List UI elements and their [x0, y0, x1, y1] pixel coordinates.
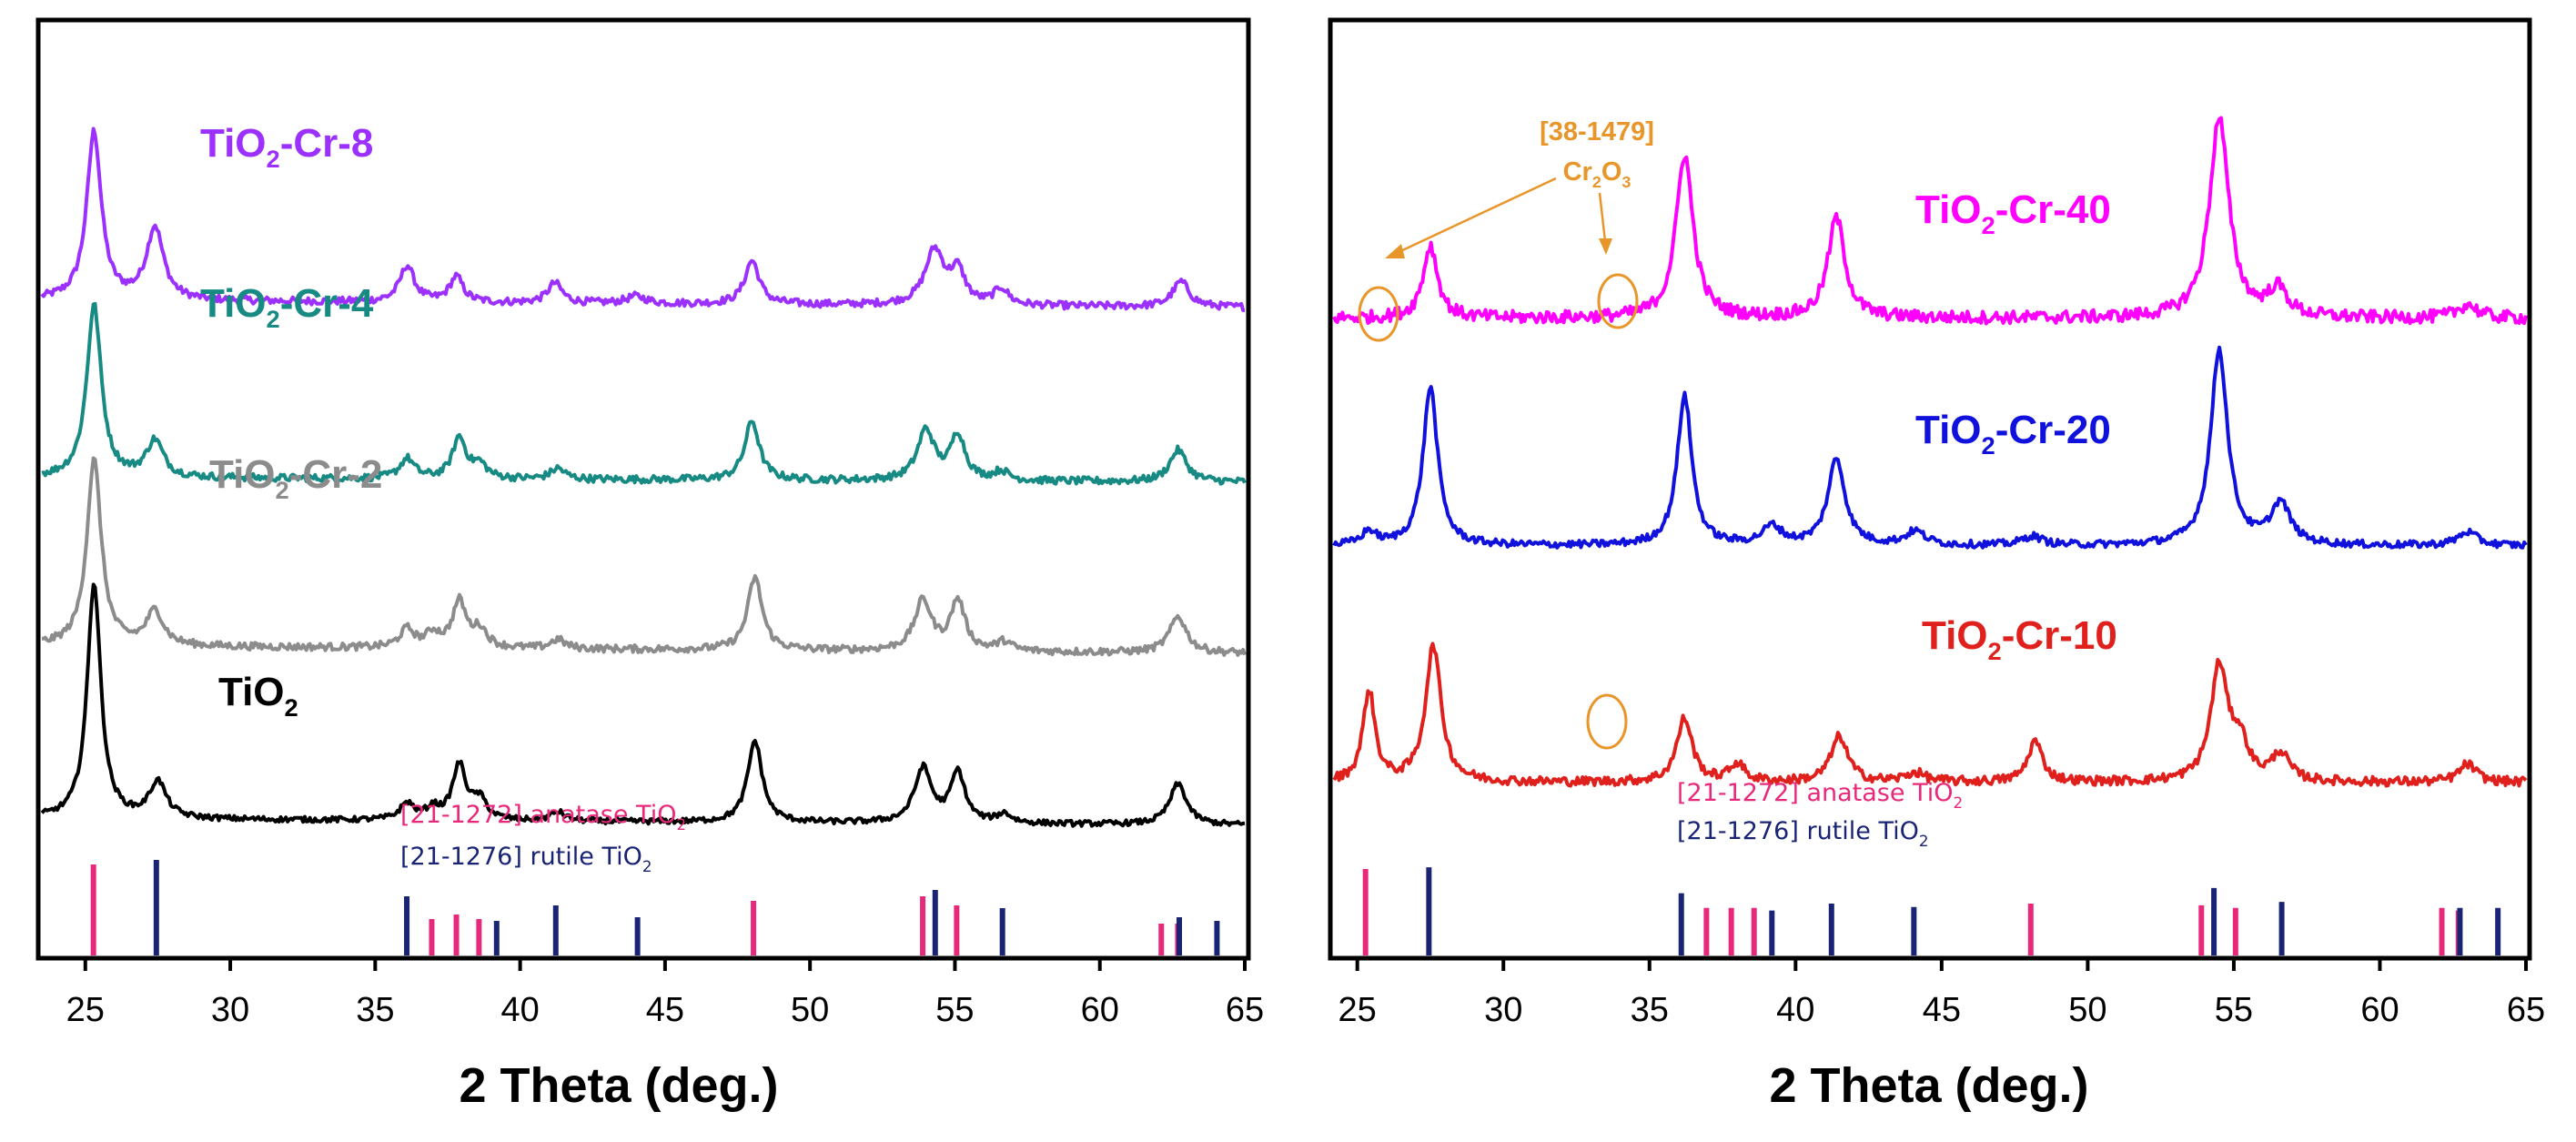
x-tick-label: 60 — [1081, 991, 1119, 1029]
x-tick-label: 30 — [1484, 991, 1522, 1029]
xrd-curve-tio2-cr-4 — [41, 301, 1247, 486]
x-tick-label: 60 — [2360, 991, 2399, 1029]
x-tick-label: 50 — [791, 991, 829, 1029]
left-x-axis-title: 2 Theta (deg.) — [459, 1058, 778, 1113]
xrd-curve-tio2-cr-8 — [40, 126, 1246, 313]
left-label-tio2-cr-2: TiO2-Cr-2 — [209, 452, 382, 504]
x-tick-label: 40 — [500, 991, 539, 1029]
x-tick-label: 30 — [211, 991, 249, 1029]
right-reference-sticks — [1362, 867, 2501, 955]
annotation-arrowhead-2 — [1599, 238, 1612, 255]
x-tick-label: 45 — [646, 991, 684, 1029]
xrd-curve-tio2 — [40, 582, 1246, 828]
annotation-arrowhead-1 — [1385, 244, 1405, 258]
right-legend-anatase: [21-1272] anatase TiO2 — [1677, 779, 1963, 812]
right-xrd-curves — [1332, 116, 2528, 788]
left-x-axis-ticks: 25 30 35 40 45 50 55 60 65 — [66, 958, 1264, 1029]
right-label-tio2-cr-40: TiO2-Cr-40 — [1915, 187, 2111, 239]
annotation-cr2o3: Cr2O3 — [1563, 157, 1631, 191]
left-xrd-curves — [40, 126, 1247, 828]
left-plot-frame — [35, 17, 1251, 961]
annotation-circle-2 — [1597, 273, 1639, 329]
annotation-arrow-1 — [1396, 177, 1557, 255]
right-x-axis-ticks: 25 30 35 40 45 50 55 60 65 — [1339, 958, 2545, 1029]
xrd-curve-tio2-cr-2 — [41, 456, 1247, 657]
left-legend-anatase: [21-1272] anatase TiO2 — [400, 801, 686, 834]
annotation-circle-3 — [1586, 693, 1628, 750]
x-tick-label: 35 — [1631, 991, 1669, 1029]
left-panel: TiO2-Cr-8 TiO2-Cr-4 TiO2-Cr-2 TiO2 [21-1… — [35, 17, 1264, 1113]
annotation-circle-1 — [1358, 286, 1399, 342]
x-tick-label: 45 — [1923, 991, 1961, 1029]
right-x-axis-title: 2 Theta (deg.) — [1769, 1058, 2088, 1113]
left-label-tio2-cr-8: TiO2-Cr-8 — [200, 121, 373, 173]
x-tick-label: 65 — [1226, 991, 1264, 1029]
annotation-card-number: [38-1479] — [1540, 117, 1654, 147]
left-reference-sticks — [90, 860, 1220, 955]
right-label-tio2-cr-10: TiO2-Cr-10 — [1922, 613, 2117, 665]
x-tick-label: 25 — [1339, 991, 1377, 1029]
x-tick-label: 55 — [2215, 991, 2253, 1029]
left-label-tio2-cr-4: TiO2-Cr-4 — [200, 281, 374, 333]
xrd-curve-tio2-cr-10 — [1332, 642, 2528, 788]
x-tick-label: 65 — [2507, 991, 2545, 1029]
x-tick-label: 40 — [1776, 991, 1814, 1029]
x-tick-label: 50 — [2068, 991, 2106, 1029]
xrd-curve-tio2-cr-40 — [1332, 116, 2528, 326]
annotation-arrow-2 — [1598, 192, 1607, 242]
left-legend-rutile: [21-1276] rutile TiO2 — [400, 843, 652, 875]
left-label-tio2: TiO2 — [218, 670, 298, 722]
x-tick-label: 35 — [356, 991, 394, 1029]
x-tick-label: 55 — [935, 991, 974, 1029]
xrd-curve-tio2-cr-20 — [1332, 345, 2528, 550]
right-plot-frame — [1328, 17, 2532, 961]
x-tick-label: 25 — [66, 991, 105, 1029]
right-panel: TiO2-Cr-40 TiO2-Cr-20 TiO2-Cr-10 [21-127… — [1328, 17, 2545, 1113]
right-legend-rutile: [21-1276] rutile TiO2 — [1677, 817, 1929, 850]
right-label-tio2-cr-20: TiO2-Cr-20 — [1915, 408, 2111, 460]
